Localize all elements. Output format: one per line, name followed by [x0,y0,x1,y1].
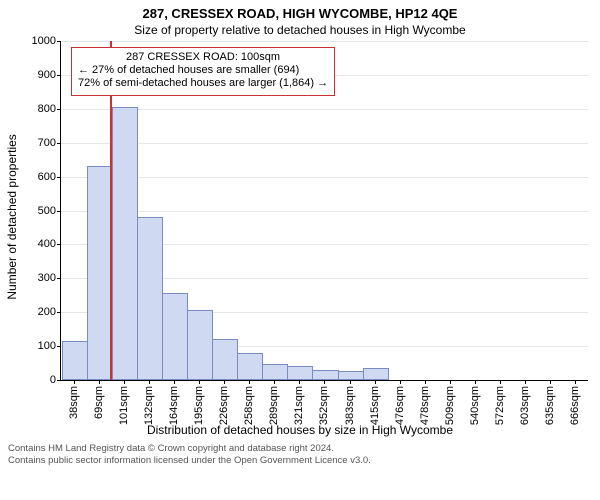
x-tick-mark [425,380,426,384]
callout-line-2: ← 27% of detached houses are smaller (69… [78,64,328,77]
y-tick-label: 400 [38,238,56,250]
y-tick-label: 300 [38,272,56,284]
x-tick-label: 572sqm [494,386,506,425]
x-tick-label: 164sqm [168,386,180,425]
x-tick-label: 383sqm [344,386,356,425]
histogram-bar [237,353,263,380]
x-tick-label: 603sqm [519,386,531,425]
x-tick-label: 195sqm [193,386,205,425]
x-tick-label: 666sqm [569,386,581,425]
x-tick-label: 476sqm [394,386,406,425]
callout-box: 287 CRESSEX ROAD: 100sqm ← 27% of detach… [71,47,335,96]
x-tick-mark [199,380,200,384]
x-tick-label: 38sqm [68,386,80,419]
x-tick-label: 509sqm [444,386,456,425]
page-subtitle: Size of property relative to detached ho… [0,23,600,37]
y-tick-label: 200 [38,306,56,318]
x-tick-mark [174,380,175,384]
x-tick-mark [299,380,300,384]
y-tick-mark [57,380,61,381]
x-tick-mark [500,380,501,384]
callout-line-3: 72% of semi-detached houses are larger (… [78,77,328,90]
histogram-bar [262,364,288,380]
y-tick-label: 600 [38,171,56,183]
y-tick-label: 1000 [32,35,56,47]
x-tick-label: 101sqm [118,386,130,425]
x-tick-label: 415sqm [369,386,381,425]
histogram-bar [162,293,188,380]
x-tick-label: 635sqm [544,386,556,425]
histogram-bar [312,370,338,380]
x-tick-mark [99,380,100,384]
x-tick-label: 289sqm [268,386,280,425]
histogram-bar [137,217,163,380]
x-tick-mark [149,380,150,384]
bar-slot: 415sqm [362,41,387,380]
histogram-bar [112,107,138,380]
x-tick-label: 321sqm [293,386,305,425]
x-tick-label: 258sqm [243,386,255,425]
x-tick-label: 540sqm [469,386,481,425]
bar-slot: 383sqm [337,41,362,380]
y-tick-label: 0 [50,374,56,386]
histogram-bar [338,371,364,380]
x-tick-mark [324,380,325,384]
y-axis-label: Number of detached properties [5,134,19,299]
footer-line-1: Contains HM Land Registry data © Crown c… [8,443,592,455]
x-tick-label: 352sqm [318,386,330,425]
chart-area: 0100200300400500600700800900100038sqm69s… [60,41,588,421]
bar-slot: 635sqm [538,41,563,380]
x-tick-mark [575,380,576,384]
y-tick-label: 500 [38,205,56,217]
y-tick-label: 100 [38,340,56,352]
histogram-bar [212,339,238,380]
y-tick-label: 800 [38,103,56,115]
x-tick-mark [450,380,451,384]
bar-slot: 572sqm [488,41,513,380]
bar-slot: 603sqm [513,41,538,380]
histogram-bar [287,366,313,380]
callout-line-1: 287 CRESSEX ROAD: 100sqm [78,51,328,64]
x-tick-mark [249,380,250,384]
histogram-bar [62,341,88,380]
histogram-bar [363,368,389,380]
x-tick-label: 478sqm [419,386,431,425]
x-tick-mark [375,380,376,384]
footer-line-2: Contains public sector information licen… [8,455,592,467]
bar-slot: 476sqm [387,41,412,380]
x-tick-mark [525,380,526,384]
x-tick-mark [224,380,225,384]
x-tick-label: 226sqm [218,386,230,425]
x-tick-mark [274,380,275,384]
x-tick-label: 132sqm [143,386,155,425]
plot-region: 0100200300400500600700800900100038sqm69s… [60,41,588,381]
page-title: 287, CRESSEX ROAD, HIGH WYCOMBE, HP12 4Q… [0,6,600,21]
bar-slot: 478sqm [412,41,437,380]
footer-attribution: Contains HM Land Registry data © Crown c… [8,443,592,467]
x-tick-mark [550,380,551,384]
bar-slot: 540sqm [463,41,488,380]
y-tick-label: 700 [38,137,56,149]
x-tick-mark [124,380,125,384]
x-tick-mark [350,380,351,384]
bar-slot: 509sqm [437,41,462,380]
bar-slot: 666sqm [563,41,588,380]
x-tick-mark [400,380,401,384]
histogram-bar [187,310,213,380]
y-tick-label: 900 [38,69,56,81]
x-tick-mark [74,380,75,384]
histogram-bar [87,166,113,380]
x-tick-label: 69sqm [93,386,105,419]
x-tick-mark [475,380,476,384]
